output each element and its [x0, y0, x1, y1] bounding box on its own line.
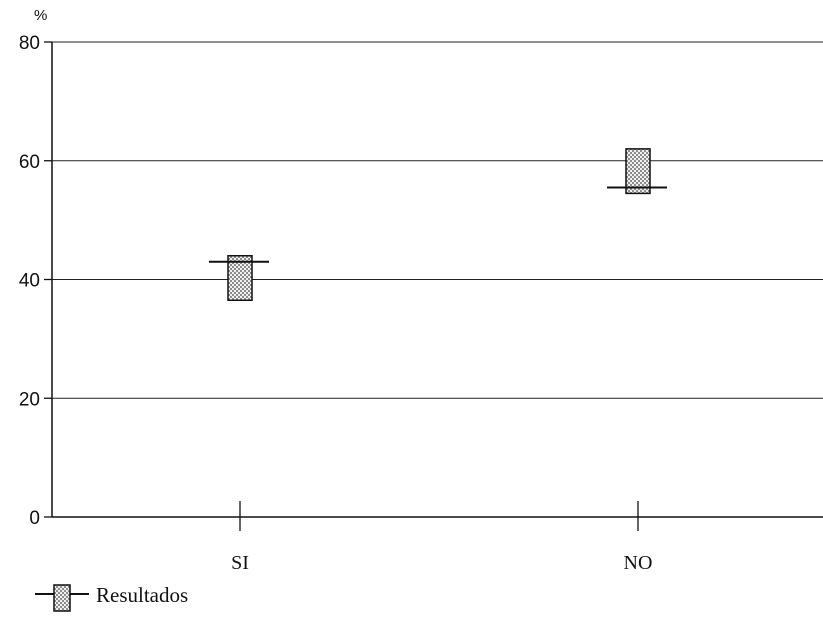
x-axis-ticks: SI NO — [231, 501, 652, 574]
x-tick-label: NO — [624, 552, 653, 574]
x-tick-label: SI — [231, 552, 249, 574]
legend: Resultados — [35, 583, 188, 612]
y-tick-label: 60 — [19, 152, 40, 173]
y-tick-label: 0 — [29, 508, 40, 529]
range-box — [227, 255, 253, 302]
data-marks — [209, 148, 667, 302]
gridlines — [52, 41, 823, 399]
legend-box — [53, 584, 71, 612]
y-tick-label: 80 — [19, 33, 40, 54]
legend-label: Resultados — [96, 583, 188, 607]
y-axis-ticks: 0 20 40 60 80 — [19, 33, 52, 529]
y-axis-unit-label: % — [34, 7, 47, 24]
y-tick-label: 40 — [19, 271, 40, 292]
range-box — [625, 148, 651, 195]
y-tick-label: 20 — [19, 389, 40, 410]
plot-area: 0 20 40 60 80 SI NO — [19, 33, 823, 574]
